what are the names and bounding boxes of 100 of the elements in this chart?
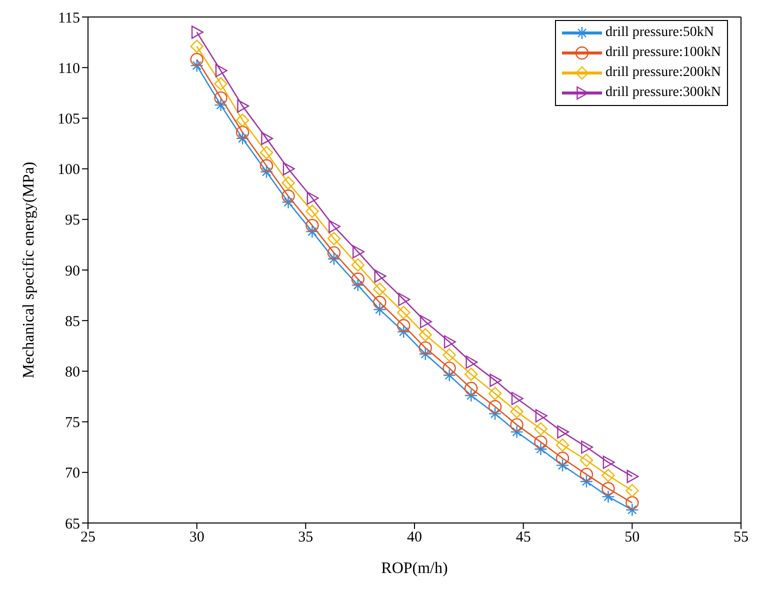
point (397, 306, 410, 320)
point (418, 328, 432, 342)
point (444, 335, 456, 348)
point (488, 400, 502, 414)
y-tick-label: 75 (65, 415, 80, 432)
point (510, 418, 524, 432)
point (190, 52, 204, 66)
point (327, 246, 341, 260)
point (442, 362, 456, 375)
point (351, 278, 365, 292)
point (556, 438, 570, 452)
point (352, 245, 365, 258)
point (556, 458, 570, 472)
x-tick-label: 45 (516, 530, 531, 546)
point (397, 319, 410, 332)
point (327, 232, 341, 246)
point (418, 341, 432, 355)
y-tick-label: 90 (65, 263, 80, 280)
y-tick-label: 115 (58, 10, 80, 26)
legend-label: drill pressure:300kN (606, 85, 721, 101)
point (351, 272, 365, 286)
point (214, 91, 228, 105)
point (581, 440, 594, 454)
point (464, 388, 478, 402)
point (214, 77, 228, 90)
point (398, 292, 410, 306)
point (490, 374, 502, 387)
point (191, 26, 204, 39)
y-tick-label: 100 (58, 162, 80, 178)
point (602, 468, 615, 482)
point (282, 162, 295, 176)
point (282, 196, 295, 209)
point (534, 435, 548, 449)
point (327, 252, 341, 266)
point (488, 407, 502, 420)
point (557, 425, 570, 439)
point (418, 347, 432, 361)
point (626, 496, 639, 510)
y-tick-label: 65 (65, 516, 80, 532)
point (261, 132, 274, 146)
point (306, 192, 319, 205)
point (306, 204, 319, 218)
y-tick-label: 105 (58, 112, 80, 128)
point (190, 40, 204, 53)
point (328, 220, 341, 234)
x-tick-label: 40 (407, 530, 422, 546)
point (464, 382, 478, 396)
point (626, 484, 639, 498)
point (373, 302, 386, 316)
point (534, 422, 548, 436)
point (260, 159, 274, 172)
point (580, 474, 594, 488)
x-axis-title: ROP(m/h) (381, 560, 448, 577)
point (510, 425, 524, 439)
point (602, 456, 615, 469)
point (236, 132, 250, 146)
point (602, 490, 615, 504)
point (442, 368, 456, 382)
y-tick-label: 110 (58, 60, 80, 77)
point (260, 165, 274, 178)
point (626, 470, 639, 484)
point (306, 224, 319, 238)
y-axis-title: Mechanical specific energy(MPa) (20, 162, 38, 378)
point (580, 454, 594, 467)
y-tick-label: 80 (65, 364, 80, 381)
point (534, 442, 548, 456)
point (442, 348, 456, 362)
point (236, 126, 250, 139)
legend-label: drill pressure:50kN (606, 25, 714, 41)
point (466, 355, 478, 369)
point (236, 114, 250, 127)
point (580, 468, 594, 482)
point (215, 64, 228, 78)
legend-label: drill pressure:200kN (606, 65, 721, 81)
point (214, 98, 228, 112)
point (374, 269, 386, 283)
x-tick-label: 50 (624, 530, 640, 546)
y-tick-label: 85 (65, 314, 80, 330)
point (397, 325, 410, 338)
point (535, 409, 548, 422)
x-tick-label: 25 (80, 530, 96, 546)
y-tick-label: 70 (65, 466, 80, 482)
point (351, 258, 365, 272)
point (556, 452, 570, 465)
point (282, 190, 295, 203)
y-tick-label: 95 (65, 212, 80, 229)
point (626, 503, 639, 516)
point (488, 386, 502, 400)
point (260, 146, 274, 160)
x-tick-label: 35 (298, 530, 314, 546)
point (464, 368, 478, 381)
point (306, 218, 319, 232)
x-tick-label: 55 (734, 530, 748, 546)
point (373, 282, 386, 296)
point (373, 296, 386, 309)
x-tick-label: 30 (189, 530, 204, 546)
legend-label: drill pressure:100kN (606, 45, 721, 61)
point (420, 315, 432, 328)
point (602, 482, 615, 496)
point (237, 99, 250, 113)
